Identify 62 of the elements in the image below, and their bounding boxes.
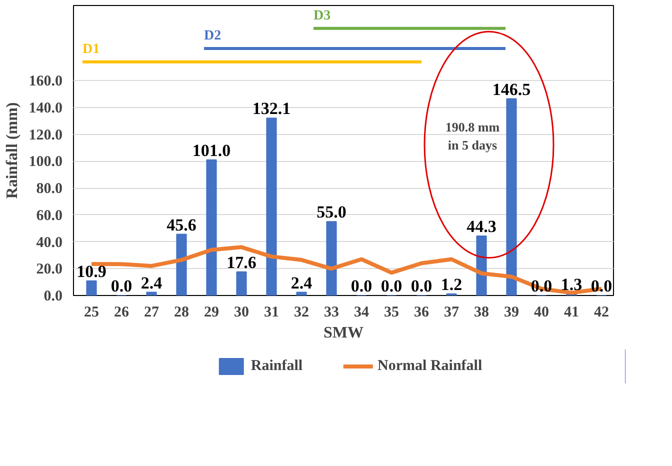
x-tick-label: 37: [444, 304, 460, 320]
data-label: 1.3: [560, 274, 582, 294]
y-tick-label: 100.0: [28, 154, 62, 170]
data-label: 44.3: [466, 217, 496, 236]
x-tick-label: 42: [594, 304, 609, 320]
annotation: 190.8 mm in 5 days: [445, 120, 500, 152]
data-label: 0.0: [110, 276, 132, 296]
y-tick-label: 0.0: [44, 288, 62, 304]
x-tick-label: 35: [384, 304, 399, 320]
bar: [266, 118, 277, 296]
series-label: D3: [314, 8, 331, 24]
x-tick-label: 26: [114, 304, 130, 320]
x-tick-label: 34: [354, 304, 370, 320]
bar: [206, 159, 217, 296]
series-label: D1: [82, 42, 100, 57]
x-axis-title: SMW: [324, 324, 364, 342]
bar: [236, 271, 247, 296]
x-tick-label: 32: [294, 304, 309, 320]
y-tick-label: 80.0: [36, 181, 62, 198]
bar: [476, 236, 487, 296]
x-tick-label: 27: [144, 304, 160, 320]
data-label: 0.0: [380, 276, 402, 296]
data-label: 0.0: [410, 276, 432, 296]
x-tick-label: 29: [204, 304, 219, 320]
y-tick-label: 60.0: [36, 208, 62, 224]
legend-label: Normal Rainfall: [378, 358, 482, 374]
data-label: 2.4: [290, 273, 313, 292]
data-label: 55.0: [316, 202, 346, 222]
x-tick-label: 40: [534, 304, 549, 320]
y-tick-label: 140.0: [28, 100, 62, 117]
x-tick-label: 31: [264, 304, 279, 320]
x-tick-label: 28: [174, 304, 189, 320]
x-tick-label: 30: [234, 304, 249, 320]
y-tick-label: 160.0: [28, 74, 62, 90]
data-label: 146.5: [492, 80, 531, 99]
bar: [146, 292, 157, 296]
bar: [326, 221, 337, 296]
data-label: 1.2: [440, 274, 462, 294]
bar: [296, 292, 307, 296]
y-tick-label: 20.0: [36, 262, 62, 278]
data-label: 2.4: [140, 273, 163, 292]
data-label: 0.0: [590, 276, 612, 296]
y-tick-label: 120.0: [28, 127, 62, 144]
legend-label: Rainfall: [250, 358, 303, 374]
bar: [176, 234, 187, 296]
x-tick-label: 41: [564, 304, 579, 320]
x-tick-label: 25: [84, 304, 99, 320]
data-label: 17.6: [226, 252, 256, 272]
data-label: 132.1: [252, 99, 291, 118]
bar: [86, 280, 97, 296]
data-label: 0.0: [350, 276, 372, 296]
data-label: 45.6: [166, 215, 196, 234]
x-tick-label: 38: [474, 304, 489, 320]
series-label: D2: [204, 28, 222, 44]
data-label: 101.0: [192, 140, 231, 160]
bar: [506, 98, 517, 296]
x-tick-label: 36: [414, 304, 430, 320]
x-tick-label: 33: [324, 304, 339, 320]
data-label: 10.9: [76, 262, 106, 281]
y-tick-label: 40.0: [36, 234, 62, 251]
y-axis-title: Rainfall (mm): [4, 102, 21, 199]
x-tick-label: 39: [504, 304, 519, 320]
